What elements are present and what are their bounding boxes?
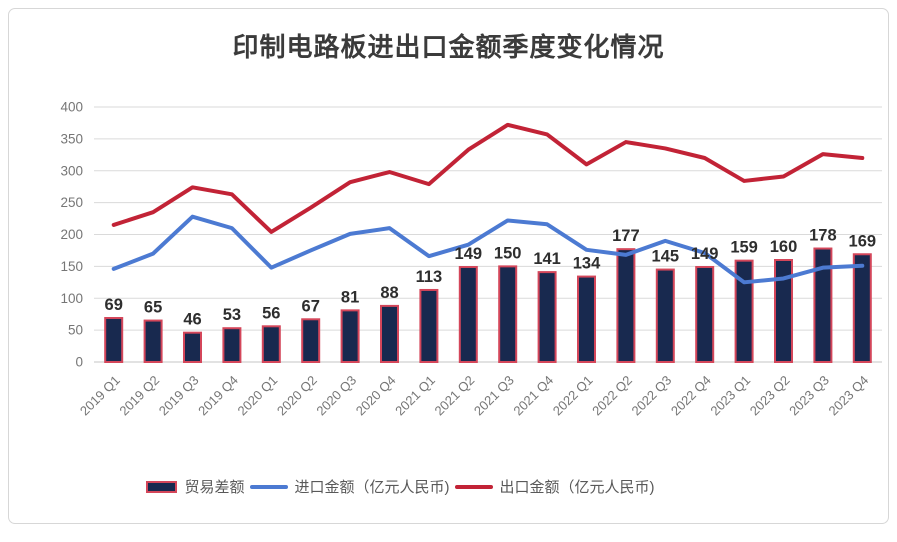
bar-data-label: 81: [341, 288, 359, 306]
x-axis-tick-label: 2019 Q3: [156, 373, 202, 419]
trade-balance-bar: [183, 331, 202, 363]
x-axis-tick-label: 2023 Q1: [707, 373, 753, 419]
trade-balance-bar: [577, 275, 596, 364]
x-axis-tick-label: 2021 Q3: [471, 373, 517, 419]
chart-legend: 贸易差额 进口金额（亿元人民币) 出口金额（亿元人民币): [9, 476, 888, 497]
bar-data-label: 150: [494, 244, 522, 262]
x-axis-tick-label: 2023 Q2: [747, 373, 793, 419]
bar-data-label: 177: [612, 227, 640, 245]
y-axis-tick-label: 100: [60, 291, 83, 306]
export-line: [111, 122, 865, 234]
line-swatch-icon-export: [454, 484, 493, 489]
line-swatch-icon-import: [249, 484, 288, 489]
bar-data-label: 65: [144, 299, 162, 317]
x-axis-tick-label: 2021 Q4: [510, 373, 556, 419]
chart-legend-items: 贸易差额 进口金额（亿元人民币) 出口金额（亿元人民币): [146, 476, 655, 497]
legend-label-import: 进口金额（亿元人民币): [294, 479, 450, 496]
trade-balance-bar: [734, 259, 754, 363]
trade-balance-bar: [380, 304, 399, 363]
bar-data-label: 134: [573, 255, 601, 273]
bar-data-label: 69: [105, 296, 123, 314]
trade-balance-bar: [301, 318, 321, 364]
legend-label-export: 出口金额（亿元人民币): [499, 479, 655, 496]
bar-data-label: 113: [416, 268, 443, 286]
bar-data-label: 149: [455, 245, 483, 263]
x-axis-tick-label: 2020 Q3: [313, 373, 359, 419]
trade-balance-bar: [261, 325, 281, 363]
legend-item-trade-balance: 贸易差额: [146, 476, 245, 497]
trade-balance-bar: [655, 268, 675, 363]
y-axis-tick-label: 150: [60, 259, 83, 274]
bar-swatch-icon: [146, 480, 178, 493]
trade-balance-bar: [852, 253, 872, 363]
x-axis-tick-label: 2020 Q2: [274, 373, 320, 419]
legend-item-import: 进口金额（亿元人民币): [249, 476, 450, 497]
x-axis-tick-label: 2020 Q1: [235, 373, 281, 419]
trade-balance-bar: [813, 247, 833, 363]
y-axis-tick-label: 0: [75, 355, 83, 370]
trade-balance-bar: [695, 266, 715, 364]
x-axis-tick-label: 2022 Q4: [668, 373, 714, 419]
x-axis-tick-label: 2021 Q2: [432, 373, 478, 419]
y-axis-tick-label: 250: [60, 195, 83, 210]
bar-data-label: 141: [533, 250, 561, 268]
bar-data-label: 53: [223, 306, 241, 324]
trade-balance-bar: [419, 288, 439, 363]
x-axis-tick-label: 2022 Q1: [550, 373, 596, 419]
y-axis-tick-label: 400: [60, 100, 83, 115]
chart-card: 印制电路板进出口金额季度变化情况 0 50 100 150 200 250 300 350 40…: [8, 8, 889, 524]
trade-balance-bar: [774, 259, 793, 363]
x-axis-tick-label: 2019 Q4: [195, 373, 241, 419]
legend-item-export: 出口金额（亿元人民币): [454, 476, 655, 497]
trade-balance-bar: [616, 248, 636, 364]
trade-balance-bar: [104, 317, 124, 364]
trade-balance-bar: [537, 271, 557, 363]
bar-data-label: 169: [849, 232, 877, 250]
x-axis-tick-label: 2020 Q4: [353, 373, 399, 419]
x-axis-tick-label: 2019 Q1: [77, 373, 123, 419]
legend-label-trade-balance: 贸易差额: [184, 479, 245, 496]
x-axis-tick-label: 2023 Q3: [786, 373, 832, 419]
import-line: [111, 214, 865, 285]
bar-data-label: 46: [183, 311, 201, 329]
y-axis-tick-label: 300: [60, 163, 83, 178]
x-axis-tick-label: 2021 Q1: [392, 373, 438, 419]
bar-data-label: 145: [652, 248, 680, 266]
bar-data-label: 67: [302, 297, 320, 315]
y-axis-tick-label: 350: [60, 131, 83, 146]
bar-data-label: 160: [770, 238, 798, 256]
x-axis-tick-label: 2022 Q2: [589, 373, 635, 419]
trade-balance-bar: [143, 319, 163, 363]
chart-title: 印制电路板进出口金额季度变化情况: [232, 32, 665, 62]
trade-balance-bar: [458, 266, 478, 364]
bar-data-label: 149: [691, 245, 719, 263]
bar-data-label: 178: [809, 227, 837, 245]
bar-data-label: 88: [380, 284, 398, 302]
x-axis-tick-label: 2022 Q3: [629, 373, 675, 419]
x-axis-tick-label: 2023 Q4: [826, 373, 872, 419]
bar-data-label: 159: [730, 239, 758, 257]
trade-balance-bar: [222, 327, 242, 363]
trade-balance-bar: [340, 309, 360, 363]
y-axis-tick-label: 50: [68, 323, 83, 338]
x-axis-tick-label: 2019 Q2: [116, 373, 162, 419]
y-axis-tick-label: 200: [60, 227, 83, 242]
bar-data-label: 56: [262, 304, 280, 322]
trade-balance-bar: [498, 265, 518, 363]
